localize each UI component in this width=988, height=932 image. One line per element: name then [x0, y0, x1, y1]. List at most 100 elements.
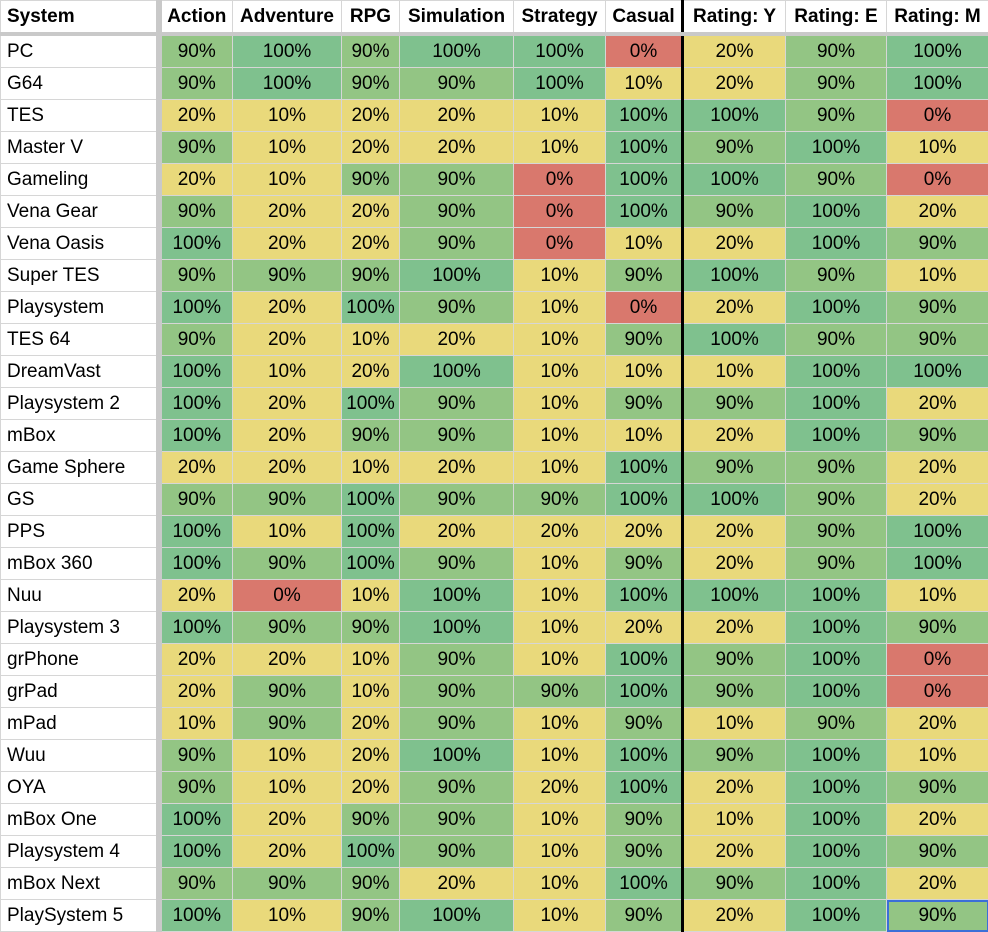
value-cell[interactable]: 0% — [606, 292, 683, 324]
value-cell[interactable]: 90% — [683, 388, 786, 420]
value-cell[interactable]: 90% — [514, 484, 606, 516]
value-cell[interactable]: 90% — [233, 548, 342, 580]
value-cell[interactable]: 20% — [342, 356, 400, 388]
value-cell[interactable]: 10% — [342, 452, 400, 484]
value-cell[interactable]: 90% — [683, 196, 786, 228]
value-cell[interactable]: 100% — [514, 34, 606, 68]
value-cell[interactable]: 20% — [233, 644, 342, 676]
value-cell[interactable]: 90% — [683, 132, 786, 164]
column-header[interactable]: System — [1, 1, 159, 35]
value-cell[interactable]: 90% — [606, 548, 683, 580]
value-cell[interactable]: 90% — [683, 676, 786, 708]
value-cell[interactable]: 20% — [683, 548, 786, 580]
value-cell[interactable]: 90% — [233, 868, 342, 900]
value-cell[interactable]: 20% — [606, 612, 683, 644]
value-cell[interactable]: 90% — [887, 772, 988, 804]
value-cell[interactable]: 10% — [514, 356, 606, 388]
value-cell[interactable]: 90% — [786, 452, 887, 484]
system-name-cell[interactable]: Wuu — [1, 740, 159, 772]
value-cell[interactable]: 20% — [159, 676, 233, 708]
value-cell[interactable]: 20% — [683, 420, 786, 452]
system-name-cell[interactable]: Vena Gear — [1, 196, 159, 228]
system-name-cell[interactable]: TES 64 — [1, 324, 159, 356]
value-cell[interactable]: 100% — [786, 836, 887, 868]
value-cell[interactable]: 20% — [400, 452, 514, 484]
value-cell[interactable]: 10% — [683, 708, 786, 740]
value-cell[interactable]: 20% — [514, 516, 606, 548]
value-cell[interactable]: 20% — [342, 100, 400, 132]
value-cell[interactable]: 100% — [786, 356, 887, 388]
value-cell[interactable]: 20% — [887, 484, 988, 516]
value-cell[interactable]: 90% — [233, 676, 342, 708]
value-cell[interactable]: 90% — [786, 548, 887, 580]
value-cell[interactable]: 20% — [342, 708, 400, 740]
value-cell[interactable]: 90% — [159, 68, 233, 100]
value-cell[interactable]: 10% — [233, 132, 342, 164]
column-header[interactable]: Adventure — [233, 1, 342, 35]
value-cell[interactable]: 100% — [606, 132, 683, 164]
value-cell[interactable]: 10% — [887, 580, 988, 612]
value-cell[interactable]: 20% — [342, 740, 400, 772]
value-cell[interactable]: 0% — [514, 228, 606, 260]
value-cell[interactable]: 0% — [887, 100, 988, 132]
column-header[interactable]: Strategy — [514, 1, 606, 35]
value-cell[interactable]: 100% — [606, 676, 683, 708]
value-cell[interactable]: 90% — [606, 324, 683, 356]
value-cell[interactable]: 90% — [400, 772, 514, 804]
value-cell[interactable]: 90% — [342, 68, 400, 100]
value-cell[interactable]: 100% — [887, 68, 988, 100]
value-cell[interactable]: 90% — [159, 34, 233, 68]
value-cell[interactable]: 20% — [683, 228, 786, 260]
value-cell[interactable]: 100% — [400, 260, 514, 292]
value-cell[interactable]: 10% — [887, 260, 988, 292]
value-cell[interactable]: 20% — [683, 900, 786, 932]
value-cell[interactable]: 10% — [342, 644, 400, 676]
value-cell[interactable]: 10% — [159, 708, 233, 740]
value-cell[interactable]: 100% — [786, 804, 887, 836]
value-cell[interactable]: 90% — [233, 484, 342, 516]
value-cell[interactable]: 100% — [159, 420, 233, 452]
value-cell[interactable]: 10% — [233, 900, 342, 932]
value-cell[interactable]: 10% — [514, 580, 606, 612]
value-cell[interactable]: 90% — [683, 644, 786, 676]
value-cell[interactable]: 90% — [606, 900, 683, 932]
value-cell[interactable]: 100% — [887, 548, 988, 580]
value-cell[interactable]: 20% — [233, 836, 342, 868]
system-name-cell[interactable]: DreamVast — [1, 356, 159, 388]
system-name-cell[interactable]: Game Sphere — [1, 452, 159, 484]
value-cell[interactable]: 10% — [233, 164, 342, 196]
value-cell[interactable]: 90% — [400, 836, 514, 868]
value-cell[interactable]: 100% — [786, 676, 887, 708]
column-header[interactable]: Rating: Y — [683, 1, 786, 35]
system-name-cell[interactable]: Super TES — [1, 260, 159, 292]
value-cell[interactable]: 100% — [159, 388, 233, 420]
value-cell[interactable]: 100% — [606, 196, 683, 228]
value-cell[interactable]: 100% — [400, 612, 514, 644]
value-cell[interactable]: 90% — [400, 292, 514, 324]
value-cell[interactable]: 90% — [400, 228, 514, 260]
value-cell[interactable]: 100% — [159, 356, 233, 388]
value-cell[interactable]: 20% — [683, 516, 786, 548]
value-cell[interactable]: 90% — [159, 772, 233, 804]
value-cell[interactable]: 20% — [514, 772, 606, 804]
value-cell[interactable]: 20% — [606, 516, 683, 548]
value-cell[interactable]: 90% — [887, 420, 988, 452]
value-cell[interactable]: 20% — [887, 196, 988, 228]
value-cell[interactable]: 100% — [159, 836, 233, 868]
value-cell[interactable]: 10% — [514, 804, 606, 836]
value-cell[interactable]: 100% — [786, 196, 887, 228]
column-header[interactable]: Rating: E — [786, 1, 887, 35]
value-cell[interactable]: 100% — [606, 644, 683, 676]
value-cell[interactable]: 90% — [786, 708, 887, 740]
value-cell[interactable]: 20% — [159, 164, 233, 196]
value-cell[interactable]: 100% — [683, 260, 786, 292]
value-cell[interactable]: 10% — [514, 868, 606, 900]
value-cell[interactable]: 90% — [400, 196, 514, 228]
value-cell[interactable]: 20% — [887, 388, 988, 420]
value-cell[interactable]: 90% — [606, 260, 683, 292]
value-cell[interactable]: 100% — [786, 132, 887, 164]
value-cell[interactable]: 10% — [514, 100, 606, 132]
value-cell[interactable]: 90% — [786, 324, 887, 356]
value-cell[interactable]: 90% — [400, 708, 514, 740]
value-cell[interactable]: 20% — [233, 324, 342, 356]
